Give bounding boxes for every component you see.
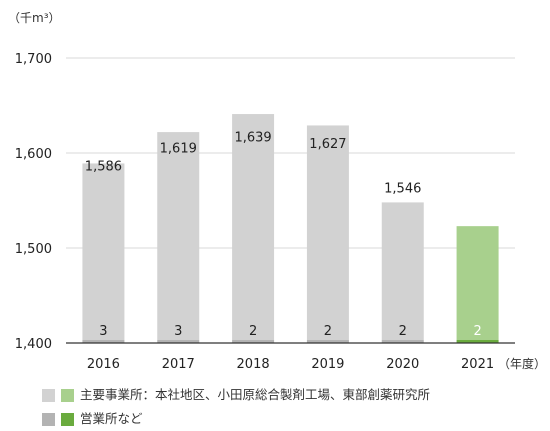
x-tick-label-2017: 2017 (162, 357, 195, 372)
data-label-small-2019: 2 (324, 324, 332, 339)
bar-main-2019 (306, 125, 349, 340)
y-axis: 1,400 1,500 1,600 1,700 (15, 52, 52, 352)
bar-small-2021 (456, 340, 499, 343)
bar-main-2018 (232, 114, 275, 340)
data-label-main-2020: 1,546 (384, 182, 421, 197)
bar-small-2019 (306, 340, 349, 343)
legend-label-small: 営業所など (80, 411, 143, 426)
data-label-small-2021: 2 (473, 324, 481, 339)
bars: 1,586 3 1,619 3 1,639 2 1,627 2 1,546 2 1,521 2 (82, 114, 499, 343)
bar-small-2018 (232, 340, 275, 343)
legend-item-main: 主要事業所：本社地区、小田原総合製剤工場、東部創薬研究所 (42, 383, 430, 407)
legend-swatch-main-green (61, 388, 74, 402)
bar-main-2021 (456, 226, 499, 340)
bar-main-2020 (381, 202, 424, 340)
data-label-main-2019: 1,627 (309, 137, 346, 152)
x-tick-label-2018: 2018 (237, 357, 270, 372)
y-tick-label-0: 1,400 (15, 337, 52, 352)
data-label-main-2017: 1,619 (160, 141, 197, 156)
gridlines (66, 57, 515, 249)
bar-small-2020 (381, 340, 424, 343)
x-axis: 2016 2017 2018 2019 2020 2021 (66, 342, 515, 372)
data-label-small-2016: 3 (99, 324, 107, 339)
legend: 主要事業所：本社地区、小田原総合製剤工場、東部創薬研究所 営業所など (42, 383, 430, 431)
x-unit-label: （年度） (498, 356, 546, 371)
data-label-small-2018: 2 (249, 324, 257, 339)
legend-swatch-small-green (61, 412, 74, 426)
bar-small-2017 (157, 340, 200, 343)
data-label-main-2016: 1,586 (85, 160, 122, 175)
bar-main-2016 (82, 163, 125, 340)
legend-swatch-small-gray (42, 412, 55, 426)
bar-main-2017 (157, 132, 200, 340)
data-label-main-2021: 1,521 (459, 195, 496, 210)
legend-swatch-main-gray (42, 388, 55, 402)
data-label-small-2017: 3 (174, 324, 182, 339)
data-label-small-2020: 2 (399, 324, 407, 339)
x-tick-label-2020: 2020 (386, 357, 419, 372)
x-tick-label-2016: 2016 (87, 357, 120, 372)
y-tick-label-1: 1,500 (15, 242, 52, 257)
y-tick-label-2: 1,600 (15, 147, 52, 162)
x-tick-label-2021: 2021 (461, 357, 494, 372)
legend-item-small: 営業所など (42, 407, 430, 431)
y-tick-label-3: 1,700 (15, 52, 52, 67)
x-tick-label-2019: 2019 (311, 357, 344, 372)
legend-label-main: 主要事業所：本社地区、小田原総合製剤工場、東部創薬研究所 (80, 387, 431, 402)
bar-small-2016 (82, 340, 125, 343)
data-label-main-2018: 1,639 (234, 130, 271, 145)
y-unit-label: （千m³） (8, 11, 61, 25)
